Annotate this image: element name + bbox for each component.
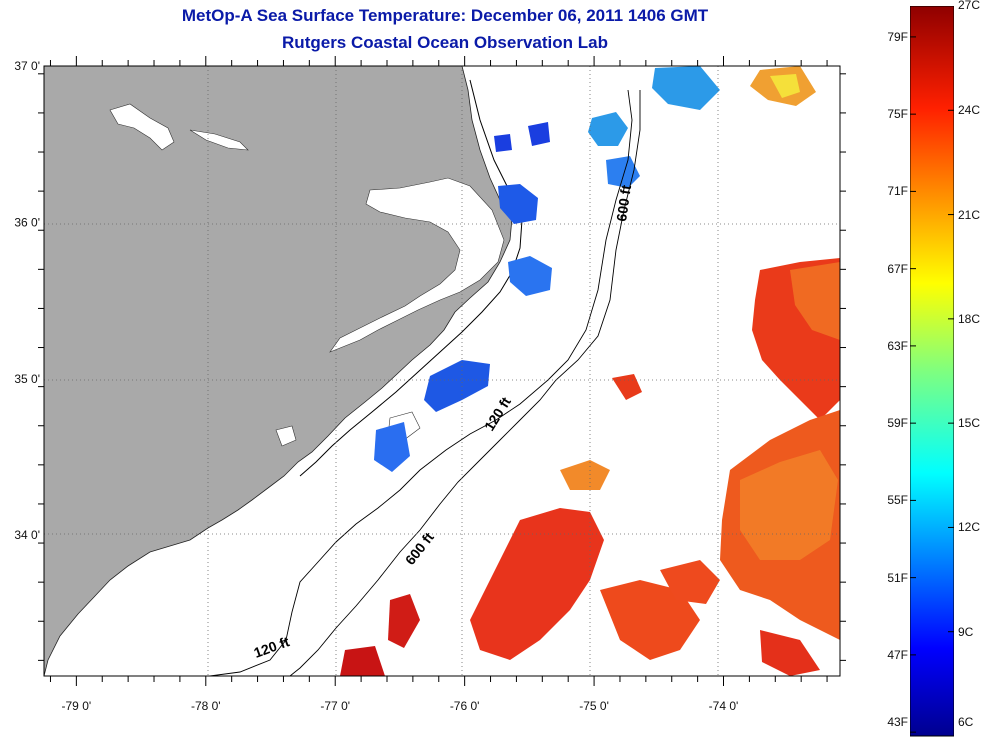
colorbar-fahrenheit-label: 67F xyxy=(887,261,908,276)
inland-water xyxy=(329,177,505,353)
temperature-colorbar xyxy=(910,6,954,737)
contour-120ft xyxy=(209,89,633,676)
map-subtitle: Rutgers Coastal Ocean Observation Lab xyxy=(282,33,608,52)
colorbar-fahrenheit-label: 47F xyxy=(887,647,908,662)
colorbar-fahrenheit-label: 51F xyxy=(887,570,908,585)
colorbar-celsius-label: 27C xyxy=(958,0,981,12)
colorbar-fahrenheit-label: 75F xyxy=(887,107,908,122)
plot-frame xyxy=(43,65,841,677)
warm-sst-patches xyxy=(340,258,840,676)
colorbar-celsius-label: 21C xyxy=(958,207,981,222)
colorbar-celsius-label: 9C xyxy=(958,624,974,639)
lon-tick-label: -74 0' xyxy=(709,699,739,713)
cold-sst-patches xyxy=(374,66,816,472)
colorbar-fahrenheit-label: 59F xyxy=(887,416,908,431)
colorbar-celsius-label: 15C xyxy=(958,416,981,431)
contour-label-600-north: 600 ft xyxy=(613,184,634,223)
colorbar-celsius-label: 6C xyxy=(958,715,974,729)
colorbar-fahrenheit-label: 55F xyxy=(887,493,908,508)
colorbar-celsius-label: 24C xyxy=(958,103,981,118)
map-title: MetOp-A Sea Surface Temperature: Decembe… xyxy=(181,6,709,25)
colorbar-celsius-label: 18C xyxy=(958,311,981,326)
colorbar-fahrenheit-label: 43F xyxy=(887,715,908,729)
contour-600ft xyxy=(289,90,641,676)
colorbar-fahrenheit-label: 63F xyxy=(887,338,908,353)
lon-tick-label: -79 0' xyxy=(62,699,92,713)
lat-tick-label: 34 0' xyxy=(14,528,40,542)
colorbar-celsius-label: 12C xyxy=(958,520,981,535)
lon-tick-label: -75 0' xyxy=(579,699,609,713)
gridlines xyxy=(44,66,840,676)
lon-tick-label: -76 0' xyxy=(450,699,480,713)
lat-tick-label: 36 0' xyxy=(14,215,40,229)
lon-tick-label: -77 0' xyxy=(320,699,350,713)
lat-tick-label: 37 0' xyxy=(14,59,40,73)
lat-tick-label: 35 0' xyxy=(14,372,40,386)
colorbar-fahrenheit-label: 79F xyxy=(887,29,908,44)
lon-tick-label: -78 0' xyxy=(191,699,221,713)
colorbar-fahrenheit-label: 71F xyxy=(887,184,908,199)
